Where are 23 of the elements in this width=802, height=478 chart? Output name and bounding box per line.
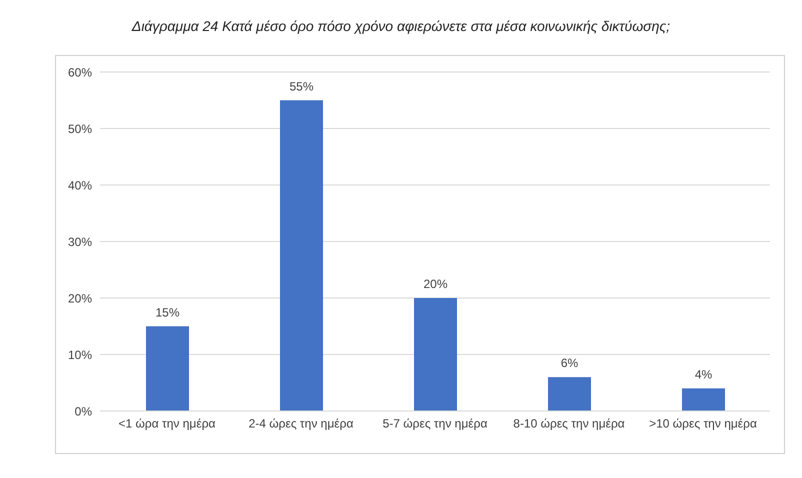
y-tick-label: 30%	[68, 234, 92, 249]
y-tick-label: 10%	[68, 348, 92, 362]
y-tick-label: 0%	[74, 404, 92, 418]
data-label: 4%	[694, 367, 712, 382]
y-tick-label: 60%	[68, 65, 92, 80]
x-tick-label: 8-10 ώρες την ημέρα	[513, 416, 625, 431]
bar	[414, 298, 457, 411]
data-label: 55%	[289, 79, 314, 94]
data-label: 15%	[155, 305, 180, 320]
bar	[146, 326, 189, 411]
x-tick-label: <1 ώρα την ημέρα	[118, 416, 216, 431]
x-tick-label: 2-4 ώρες την ημέρα	[248, 416, 354, 431]
data-label: 6%	[560, 356, 578, 370]
y-tick-label: 20%	[68, 291, 92, 306]
bar	[548, 377, 591, 411]
bar	[280, 100, 323, 411]
y-tick-label: 50%	[68, 122, 92, 136]
data-label: 20%	[423, 277, 448, 291]
y-tick-label: 40%	[68, 178, 92, 192]
bar	[682, 388, 725, 411]
x-tick-label: >10 ώρες την ημέρα	[649, 416, 757, 431]
chart-title: Διάγραμμα 24 Κατά μέσο όρο πόσο χρόνο αφιερώνετε στα μέσα κοινωνικής δικτύωσης;	[130, 17, 672, 36]
x-tick-label: 5-7 ώρες την ημέρα	[382, 416, 488, 431]
